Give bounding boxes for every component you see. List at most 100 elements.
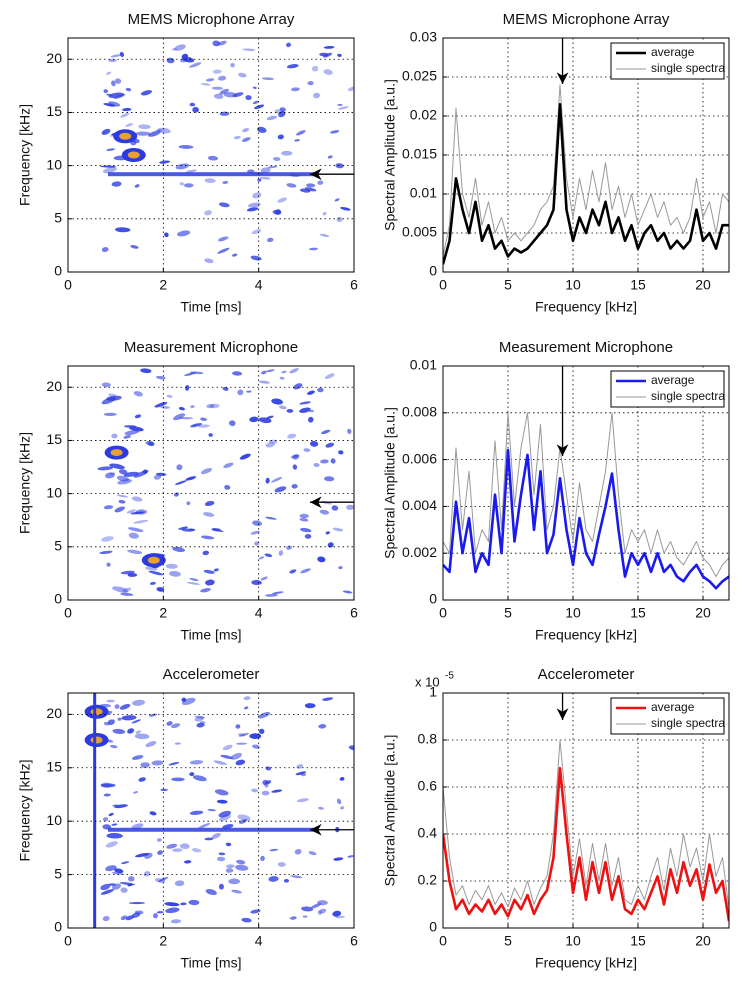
spectrogram-blob (264, 782, 269, 788)
spectrogram-blob (245, 95, 252, 101)
axis-multiplier: x 10 (415, 674, 440, 689)
spectrogram-blob (258, 728, 265, 735)
spectrogram-blob (117, 717, 122, 721)
spectrogram-blob (206, 78, 215, 82)
spectrogram-blob (260, 576, 268, 581)
spectrogram-blob (333, 857, 344, 861)
y-tick-label: 0 (429, 919, 437, 935)
spectrogram-blob (156, 587, 165, 592)
spectrogram-blob (331, 505, 339, 511)
spectrogram-blob (112, 586, 129, 593)
spectrogram-blob (198, 424, 210, 428)
spectrogram-blob (254, 541, 260, 546)
spectrogram (100, 40, 354, 264)
spectrogram-blob (337, 103, 343, 106)
spectrogram-blob (264, 593, 278, 597)
spectrogram-blob (299, 407, 311, 413)
spectrogram-band (108, 827, 314, 832)
spectrogram-blob (122, 107, 132, 112)
y-tick-label: 0.002 (402, 544, 437, 560)
spectrogram-blob (217, 247, 230, 254)
series-line (443, 766, 729, 922)
spectrogram-blob (145, 566, 158, 571)
spectrogram-core (119, 132, 132, 140)
y-tick-label: 5 (54, 538, 62, 554)
spectrogram-blob (181, 697, 196, 705)
spectrogram-blob (105, 472, 115, 479)
spectrogram-blob (120, 915, 128, 921)
spectrogram-blob (258, 417, 272, 424)
spectrogram-blob (200, 83, 211, 86)
spectrogram-blob (116, 494, 129, 498)
spectrogram-blob (120, 570, 135, 575)
legend-box (610, 42, 725, 80)
spectrogram-blob (264, 553, 273, 558)
spectrogram-blob (213, 568, 219, 572)
spectrogram-blob (261, 790, 270, 796)
spectrogram-blob (123, 435, 132, 439)
spectrogram-blob (157, 850, 163, 855)
spectrogram-blob (204, 837, 214, 841)
spectrogram-blob (346, 504, 354, 510)
spectrogram-blob (340, 806, 345, 810)
spectrogram-blob (114, 804, 128, 809)
spectrogram-blob (272, 156, 281, 161)
y-tick-label: 0.02 (410, 107, 437, 123)
spectrogram-blob (200, 588, 211, 593)
spectrogram-blob (217, 236, 229, 242)
axes-frame (67, 37, 355, 273)
spectrogram-blob (133, 391, 143, 397)
spectrogram-blob (140, 368, 152, 374)
y-tick-label: 0 (54, 919, 62, 935)
spectrogram-blob (164, 232, 169, 238)
spectrogram-blob (103, 412, 117, 417)
spectrogram-blob (124, 430, 139, 436)
legend-box (610, 697, 725, 735)
spectrogram-blob (103, 89, 108, 94)
spectrogram-blob (267, 165, 278, 169)
spectrogram-blob (119, 703, 131, 710)
spectrogram-blob (174, 880, 185, 887)
spectrogram-blob (252, 520, 263, 526)
spectrogram-blob (213, 93, 224, 100)
spectrogram-blob (187, 581, 200, 585)
spectrogram-blob (307, 81, 314, 86)
spectrogram-blob (211, 833, 221, 839)
y-tick-label: 0.4 (418, 825, 438, 841)
spectrogram-core (127, 151, 140, 159)
spectrogram-blob (116, 475, 130, 482)
spectrogram-blob (192, 107, 200, 113)
spectrogram-blob (258, 380, 270, 384)
y-axis-label: Spectral Amplitude [a.u.] (382, 79, 398, 231)
y-tick-label: 20 (46, 705, 62, 721)
spectrogram-blob (249, 416, 259, 423)
spectrogram-blob (306, 183, 316, 188)
spectrogram-blob (327, 542, 334, 548)
spectrogram-blob (181, 53, 189, 60)
spectrogram-blob (178, 145, 194, 149)
spectrogram-blob (200, 417, 207, 421)
spectrogram-blob (111, 181, 122, 187)
spectrogram-blob (198, 822, 211, 829)
spectrogram-blob (165, 907, 180, 914)
spectrogram-blob (186, 501, 191, 506)
spectrogram-blob (213, 760, 227, 765)
spectrogram-blob (133, 791, 138, 794)
x-tick-label: 0 (64, 605, 72, 621)
spectrogram-blob (252, 100, 259, 105)
spectrogram-blob (271, 398, 283, 405)
spectrogram-blob (171, 723, 181, 729)
x-tick-label: 0 (439, 277, 447, 293)
spectrogram-blob (178, 406, 185, 411)
spectrogram-blob (202, 550, 210, 556)
spectrogram-blob (204, 178, 216, 184)
spectrogram-blob (277, 134, 284, 140)
spectrogram-blob (244, 706, 249, 710)
spectrogram-blob (179, 843, 190, 850)
spectrogram-blob (317, 387, 324, 393)
spectrogram-blob (241, 137, 251, 142)
spectrogram-blob (174, 742, 181, 745)
x-axis-label: Frequency [kHz] (535, 955, 637, 971)
spectrogram-core (147, 556, 160, 564)
